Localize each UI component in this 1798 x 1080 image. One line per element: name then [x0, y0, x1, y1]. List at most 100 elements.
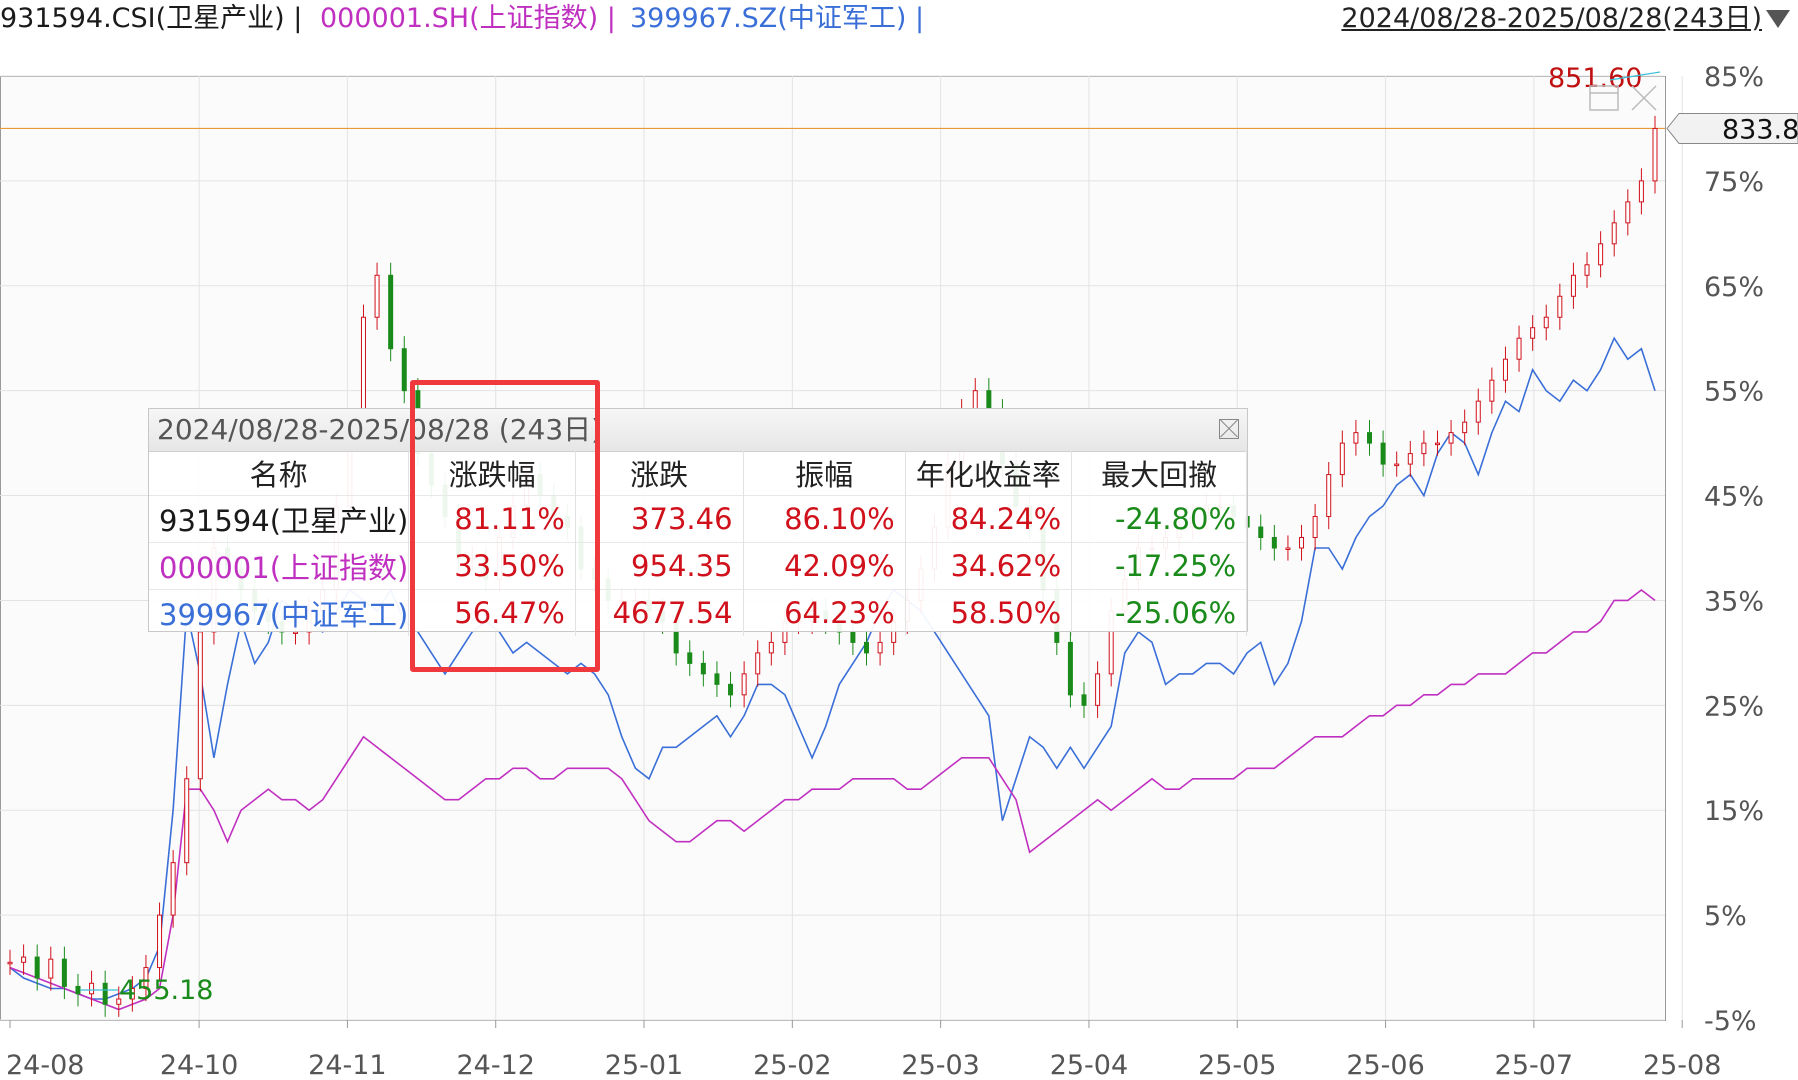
- candle-body: [1367, 432, 1373, 444]
- series-line-shanghai: [9, 588, 1656, 1011]
- table-row[interactable]: 399967(中证军工) 56.47% 4677.54 64.23% 58.50…: [149, 589, 1247, 636]
- candle-body: [401, 348, 407, 392]
- candle-body: [1598, 243, 1604, 266]
- highlight-box: [410, 380, 600, 672]
- y-tick-label: 55%: [1704, 377, 1764, 408]
- candle-body: [1652, 127, 1658, 182]
- series-code: 000001.SH(上证指数): [320, 3, 599, 34]
- candle-body: [1081, 694, 1087, 706]
- col-header-name: 名称: [149, 451, 410, 496]
- candle-body: [687, 652, 693, 664]
- candle-body: [102, 982, 108, 1005]
- y-tick-label: 35%: [1704, 586, 1764, 617]
- candle-body: [184, 778, 190, 864]
- row-amplitude: 42.09%: [743, 542, 906, 590]
- candle-body: [157, 914, 163, 969]
- candle-body: [61, 958, 67, 987]
- candle-body: [388, 274, 394, 350]
- candle-body: [1299, 537, 1305, 549]
- candle-body: [1625, 201, 1631, 224]
- y-tick-label: -5%: [1704, 1006, 1757, 1037]
- maximize-icon[interactable]: [1589, 85, 1619, 111]
- row-max-drawdown: -25.06%: [1071, 589, 1247, 636]
- close-icon[interactable]: [1219, 419, 1239, 439]
- candle-body: [755, 652, 761, 675]
- series-label-shanghai[interactable]: 000001.SH(上证指数) |: [320, 2, 616, 36]
- y-tick-label: 25%: [1704, 691, 1764, 722]
- candle-body: [1067, 641, 1073, 696]
- row-change-pct: 33.50%: [408, 542, 576, 590]
- candle-body: [1326, 474, 1332, 518]
- row-amplitude: 64.23%: [743, 589, 906, 636]
- candle-body: [129, 988, 135, 1000]
- y-tick-label: 85%: [1704, 62, 1764, 93]
- candle-body: [1584, 264, 1590, 276]
- series-label-satellite[interactable]: 931594.CSI(卫星产业) |: [0, 2, 302, 36]
- chart-header: 931594.CSI(卫星产业) | 000001.SH(上证指数) | 399…: [0, 0, 1798, 38]
- x-tick-label: 25-03: [901, 1050, 979, 1080]
- date-range-selector[interactable]: 2024/08/28-2025/08/28(243日): [1341, 3, 1762, 34]
- candle-body: [1380, 442, 1386, 465]
- x-tick-label: 24-12: [456, 1050, 534, 1080]
- stats-table: 名称 涨跌幅 涨跌 振幅 年化收益率 最大回撤 931594(卫星产业) 81.…: [149, 451, 1247, 636]
- row-name: 000001(上证指数): [149, 542, 410, 590]
- candle-body: [1638, 180, 1644, 203]
- x-tick-label: 25-08: [1643, 1050, 1721, 1080]
- candle-body: [170, 862, 176, 916]
- high-pointer-line: [1609, 71, 1661, 81]
- candle-body: [48, 958, 54, 979]
- candle-body: [741, 673, 747, 696]
- candle-body: [1448, 432, 1454, 444]
- x-tick-label: 25-05: [1198, 1050, 1276, 1080]
- candle-body: [1394, 463, 1400, 467]
- candle-body: [877, 641, 883, 654]
- high-value-label: 851.60: [1548, 63, 1642, 94]
- separator: |: [293, 3, 303, 34]
- row-annual: 84.24%: [905, 495, 1073, 543]
- separator: |: [914, 3, 925, 34]
- candle-body: [7, 961, 13, 965]
- candle-body: [1421, 442, 1427, 455]
- table-row[interactable]: 931594(卫星产业) 81.11% 373.46 86.10% 84.24%…: [149, 495, 1247, 543]
- candle-body: [700, 662, 706, 675]
- candle-body: [1475, 400, 1481, 423]
- row-max-drawdown: -17.25%: [1071, 542, 1247, 590]
- row-amplitude: 86.10%: [743, 495, 906, 543]
- series-label-military[interactable]: 399967.SZ(中证军工) |: [630, 2, 924, 36]
- stats-panel[interactable]: 2024/08/28-2025/08/28 (243日) 名称 涨跌幅 涨跌 振…: [148, 408, 1248, 636]
- candle-body: [21, 956, 27, 963]
- candle-body: [1285, 547, 1291, 550]
- table-row[interactable]: 000001(上证指数) 33.50% 954.35 42.09% 34.62%…: [149, 542, 1247, 590]
- candle-body: [1530, 327, 1536, 339]
- col-header-change: 涨跌: [575, 451, 744, 496]
- separator: |: [606, 3, 616, 34]
- stats-panel-title: 2024/08/28-2025/08/28 (243日): [157, 413, 603, 446]
- y-tick-label: 5%: [1704, 901, 1747, 932]
- candle-body: [360, 316, 366, 423]
- candle-body: [75, 985, 81, 995]
- y-tick-label: 45%: [1704, 482, 1764, 513]
- candle-body: [1570, 274, 1576, 297]
- series-code: 399967.SZ(中证军工): [630, 3, 907, 34]
- row-annual: 58.50%: [905, 589, 1073, 636]
- stats-panel-titlebar[interactable]: 2024/08/28-2025/08/28 (243日): [149, 409, 1247, 452]
- close-chart-icon[interactable]: [1631, 85, 1657, 111]
- y-tick-label: 15%: [1704, 796, 1764, 827]
- x-tick-label: 25-07: [1495, 1050, 1573, 1080]
- series-code: 931594.CSI(卫星产业): [0, 3, 285, 34]
- dropdown-caret-icon[interactable]: [1766, 10, 1790, 28]
- candle-body: [1271, 537, 1277, 549]
- candle-body: [1339, 442, 1345, 476]
- candle-body: [1516, 337, 1522, 360]
- col-header-amplitude: 振幅: [743, 451, 906, 496]
- candle-body: [1489, 379, 1495, 402]
- y-tick-label: 75%: [1704, 167, 1764, 198]
- candle-body: [1502, 358, 1508, 381]
- row-name: 399967(中证军工): [149, 589, 410, 636]
- candle-body: [1557, 295, 1563, 318]
- x-tick-label: 25-02: [753, 1050, 831, 1080]
- candle-body: [768, 641, 774, 654]
- candle-body: [374, 274, 380, 318]
- candle-body: [728, 683, 734, 696]
- candle-body: [116, 998, 122, 1005]
